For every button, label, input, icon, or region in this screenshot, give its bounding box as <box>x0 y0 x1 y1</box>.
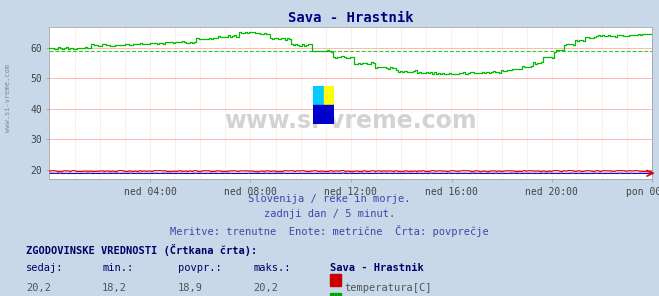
Polygon shape <box>324 86 334 105</box>
Text: Meritve: trenutne  Enote: metrične  Črta: povprečje: Meritve: trenutne Enote: metrične Črta: … <box>170 225 489 237</box>
Text: ZGODOVINSKE VREDNOSTI (Črtkana črta):: ZGODOVINSKE VREDNOSTI (Črtkana črta): <box>26 244 258 256</box>
Text: maks.:: maks.: <box>254 263 291 274</box>
Polygon shape <box>324 86 334 105</box>
Text: 18,2: 18,2 <box>102 283 127 293</box>
Text: 18,9: 18,9 <box>178 283 203 293</box>
Text: temperatura[C]: temperatura[C] <box>345 283 432 293</box>
Text: www.si-vreme.com: www.si-vreme.com <box>5 64 11 132</box>
Text: Slovenija / reke in morje.: Slovenija / reke in morje. <box>248 194 411 204</box>
Text: sedaj:: sedaj: <box>26 263 64 274</box>
Text: Sava - Hrastnik: Sava - Hrastnik <box>330 263 423 274</box>
Text: www.si-vreme.com: www.si-vreme.com <box>225 109 477 133</box>
Text: povpr.:: povpr.: <box>178 263 221 274</box>
Title: Sava - Hrastnik: Sava - Hrastnik <box>288 12 414 25</box>
Polygon shape <box>313 86 324 105</box>
Text: min.:: min.: <box>102 263 133 274</box>
Polygon shape <box>313 86 324 105</box>
Text: 20,2: 20,2 <box>254 283 279 293</box>
Polygon shape <box>313 105 334 124</box>
Text: 20,2: 20,2 <box>26 283 51 293</box>
Text: zadnji dan / 5 minut.: zadnji dan / 5 minut. <box>264 209 395 219</box>
